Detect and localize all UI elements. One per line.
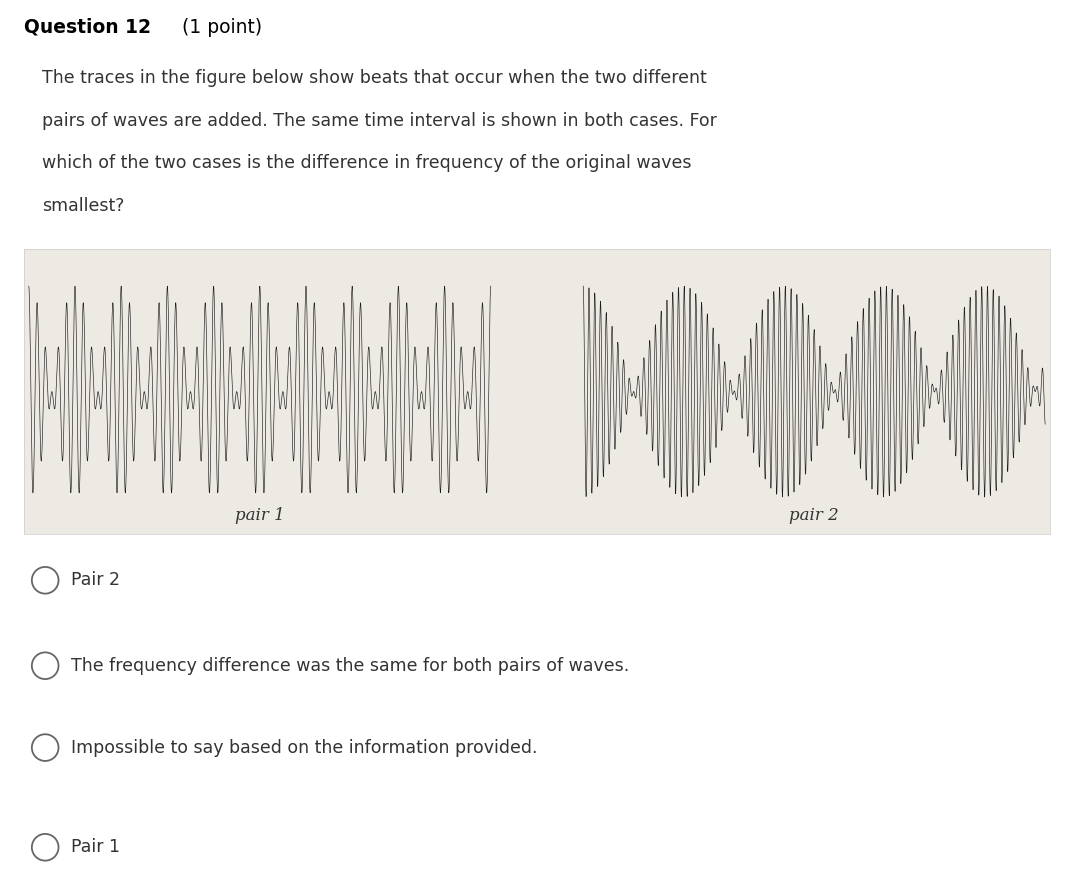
Text: The traces in the figure below show beats that occur when the two different: The traces in the figure below show beat… xyxy=(42,69,707,86)
Text: Pair 1: Pair 1 xyxy=(71,838,120,856)
Text: Pair 2: Pair 2 xyxy=(71,571,120,589)
Text: (1 point): (1 point) xyxy=(175,18,262,36)
Text: The frequency difference was the same for both pairs of waves.: The frequency difference was the same fo… xyxy=(71,657,629,675)
Text: pairs of waves are added. The same time interval is shown in both cases. For: pairs of waves are added. The same time … xyxy=(42,111,717,130)
Text: pair 2: pair 2 xyxy=(789,507,839,524)
Text: Impossible to say based on the information provided.: Impossible to say based on the informati… xyxy=(71,739,537,756)
Text: Question 12: Question 12 xyxy=(24,18,150,36)
Text: pair 1: pair 1 xyxy=(235,507,285,524)
Text: smallest?: smallest? xyxy=(42,197,125,215)
Text: which of the two cases is the difference in frequency of the original waves: which of the two cases is the difference… xyxy=(42,154,692,173)
